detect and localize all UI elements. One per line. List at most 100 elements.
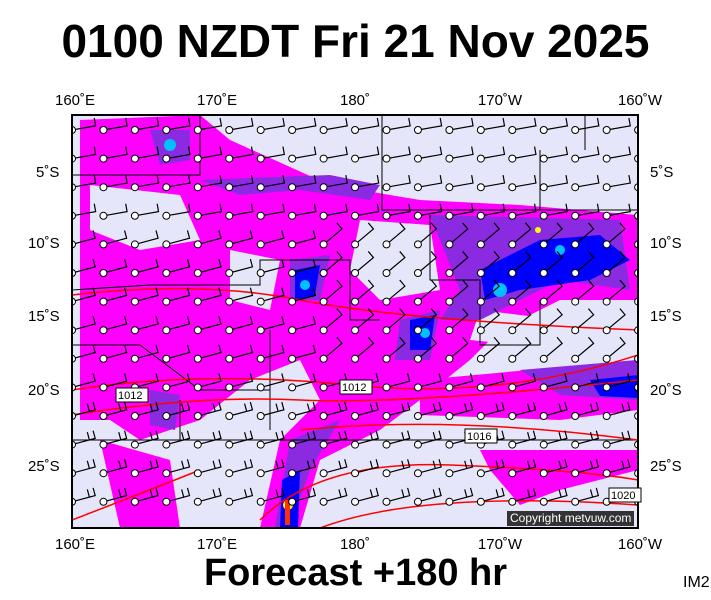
station-circle bbox=[193, 469, 202, 478]
station-circle bbox=[193, 240, 202, 249]
station-circle bbox=[225, 269, 234, 277]
station-circle bbox=[602, 440, 611, 449]
wind-barb bbox=[449, 308, 469, 331]
station-circle bbox=[539, 269, 548, 277]
station-circle bbox=[445, 440, 454, 449]
station-circle bbox=[508, 383, 517, 392]
station-circle bbox=[571, 297, 580, 306]
wind-barb bbox=[229, 344, 254, 360]
station-circle bbox=[413, 412, 422, 420]
station-circle bbox=[162, 240, 171, 249]
station-circle bbox=[130, 497, 139, 506]
isobar-label: 1020 bbox=[611, 490, 635, 502]
station-circle bbox=[288, 412, 297, 420]
station-circle bbox=[602, 412, 611, 420]
station-circle bbox=[571, 497, 580, 506]
wind-barb bbox=[449, 203, 474, 217]
station-circle bbox=[162, 440, 171, 449]
station-circle bbox=[162, 412, 171, 420]
wind-barb bbox=[574, 308, 595, 331]
station-circle bbox=[445, 469, 454, 478]
wind-barb bbox=[103, 117, 128, 131]
wind-barb bbox=[417, 175, 443, 188]
wind-barb bbox=[543, 336, 563, 360]
station-circle bbox=[351, 297, 360, 306]
wind-barb bbox=[417, 430, 442, 446]
station-circle bbox=[602, 297, 611, 306]
station-circle bbox=[256, 126, 265, 134]
wind-barb bbox=[543, 146, 569, 160]
station-circle bbox=[351, 126, 360, 134]
station-circle bbox=[256, 469, 265, 478]
wind-barb bbox=[575, 430, 600, 446]
wind-barb bbox=[480, 459, 505, 474]
station-circle bbox=[225, 354, 234, 363]
wind-barb bbox=[512, 175, 537, 188]
wind-barb bbox=[417, 117, 443, 131]
wind-barb bbox=[323, 401, 348, 417]
wind-barb bbox=[417, 279, 438, 303]
wind-barb bbox=[291, 487, 317, 503]
wind-barb bbox=[606, 251, 626, 274]
wind-barb bbox=[260, 459, 285, 474]
wind-barb bbox=[166, 230, 191, 245]
wind-barb bbox=[134, 316, 159, 331]
wind-barb bbox=[103, 175, 128, 188]
station-circle bbox=[539, 297, 548, 306]
station-circle bbox=[351, 412, 360, 420]
station-circle bbox=[130, 154, 139, 163]
station-circle bbox=[382, 469, 391, 478]
wind-barb bbox=[260, 401, 285, 417]
wind-barb bbox=[72, 459, 96, 474]
wind-barb bbox=[543, 203, 569, 217]
y-tick: 25˚S bbox=[28, 458, 60, 475]
station-circle bbox=[476, 126, 485, 134]
wind-barb bbox=[606, 401, 631, 417]
wind-barb bbox=[323, 203, 348, 217]
wind-barb bbox=[386, 487, 411, 503]
wind-barb bbox=[197, 117, 223, 131]
wind-barb bbox=[72, 287, 96, 303]
station-circle bbox=[476, 269, 485, 277]
station-circle bbox=[99, 154, 108, 163]
wind-barb bbox=[606, 430, 631, 446]
station-circle bbox=[539, 240, 548, 249]
station-circle bbox=[508, 354, 517, 363]
station-circle bbox=[130, 469, 139, 478]
station-circle bbox=[445, 240, 454, 249]
station-circle bbox=[508, 412, 517, 420]
wind-barb bbox=[354, 251, 375, 274]
wind-barb bbox=[637, 501, 638, 502]
wind-barb bbox=[166, 117, 191, 131]
y-tick: 20˚S bbox=[28, 382, 60, 399]
station-circle bbox=[351, 469, 360, 478]
wind-barb bbox=[197, 175, 223, 188]
x-tick: 170˚W bbox=[477, 92, 523, 109]
wind-barb bbox=[449, 487, 474, 503]
station-circle bbox=[319, 326, 328, 335]
station-circle bbox=[256, 383, 265, 392]
station-circle bbox=[256, 326, 265, 335]
station-circle bbox=[319, 440, 328, 449]
wind-barb bbox=[512, 117, 537, 131]
station-circle bbox=[602, 240, 611, 249]
station-circle bbox=[319, 297, 328, 306]
station-circle bbox=[413, 440, 422, 449]
wind-barb bbox=[134, 344, 159, 360]
station-circle bbox=[382, 126, 391, 134]
station-circle bbox=[445, 326, 454, 335]
wind-barb bbox=[260, 316, 285, 331]
station-circle bbox=[351, 440, 360, 449]
wind-barb bbox=[134, 401, 159, 417]
station-circle bbox=[288, 211, 297, 220]
station-circle bbox=[256, 183, 265, 192]
station-circle bbox=[162, 183, 171, 192]
wind-barb bbox=[512, 487, 537, 503]
station-circle bbox=[162, 326, 171, 335]
y-tick: 25˚S bbox=[650, 458, 682, 475]
wind-barb bbox=[637, 129, 638, 130]
wind-barb bbox=[417, 336, 438, 360]
station-circle bbox=[571, 154, 580, 163]
wind-barb bbox=[166, 430, 191, 446]
wind-barb bbox=[166, 203, 191, 217]
